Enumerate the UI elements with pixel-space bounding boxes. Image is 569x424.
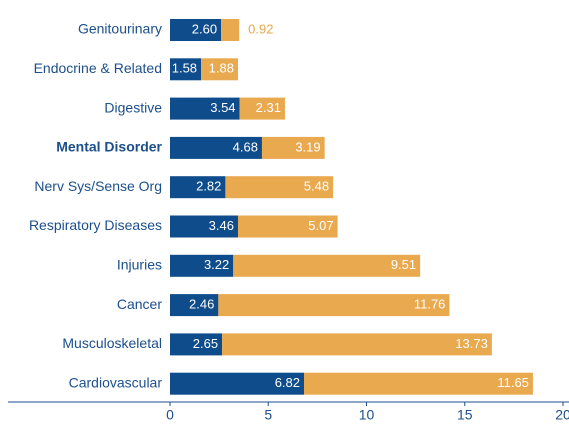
value-label: 2.31: [256, 100, 281, 115]
bar-segment: [170, 176, 226, 199]
bar-segment: [221, 19, 240, 41]
category-label: Endocrine & Related: [34, 60, 162, 76]
value-label: 5.48: [304, 179, 329, 194]
value-label: 3.54: [210, 100, 235, 115]
value-label: 6.82: [275, 375, 300, 390]
bar-segment: [170, 97, 240, 120]
value-label: 2.65: [193, 336, 218, 351]
category-label: Respiratory Diseases: [29, 217, 162, 233]
value-label: 1.88: [209, 61, 234, 76]
bar-segment: [261, 136, 325, 159]
x-tick-label: 20: [555, 407, 569, 423]
bar-segment: [218, 294, 450, 317]
value-label: 5.07: [308, 218, 333, 233]
category-label: Injuries: [117, 257, 162, 273]
bar-segment: [170, 19, 222, 41]
bar-segment: [170, 254, 234, 277]
category-label: Mental Disorder: [56, 139, 162, 155]
x-tick-label: 0: [166, 407, 174, 423]
value-label: 3.22: [204, 257, 229, 272]
x-tick-label: 15: [457, 407, 473, 423]
value-label: 13.73: [455, 336, 488, 351]
bar-segment: [304, 372, 533, 395]
bar-segment: [239, 97, 285, 120]
value-label: 1.58: [172, 61, 197, 76]
bar-segment: [170, 58, 202, 81]
bar-segment: [222, 333, 492, 356]
value-label: 2.46: [189, 297, 214, 312]
x-tick-label: 5: [264, 407, 272, 423]
value-label: 4.68: [233, 139, 258, 154]
value-label: 9.51: [391, 257, 416, 272]
bar-segment: [237, 215, 338, 238]
bar-segment: [170, 294, 219, 317]
value-label: 2.82: [196, 179, 221, 194]
category-label: Digestive: [104, 99, 162, 115]
value-label: 11.76: [414, 297, 446, 312]
value-label: 11.65: [497, 375, 529, 390]
bar-segment: [170, 333, 223, 356]
bar-segment: [170, 136, 262, 159]
value-label: 3.46: [209, 218, 234, 233]
x-tick-label: 10: [359, 407, 375, 423]
category-label: Nerv Sys/Sense Org: [34, 178, 162, 194]
category-label: Cancer: [117, 296, 162, 312]
bar-segment: [233, 254, 421, 277]
value-label: 0.92: [248, 21, 273, 36]
value-label: 2.60: [192, 21, 217, 36]
bar-segment: [170, 215, 238, 238]
bar-segment: [225, 176, 334, 199]
category-label: Genitourinary: [78, 21, 162, 37]
category-label: Musculoskeletal: [62, 335, 162, 351]
bar-segment: [170, 372, 305, 395]
bar-segment: [201, 58, 238, 81]
category-label: Cardiovascular: [69, 374, 163, 390]
value-label: 3.19: [295, 139, 320, 154]
